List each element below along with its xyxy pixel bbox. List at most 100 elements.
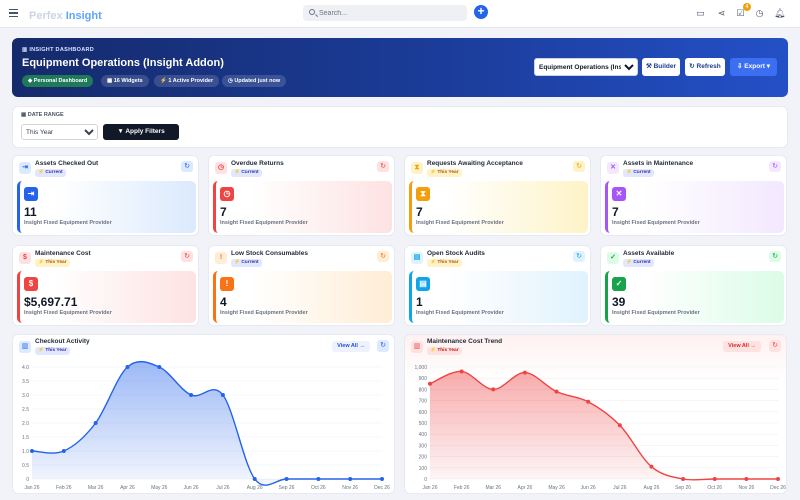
- y-tick-label: 3.0: [22, 393, 29, 399]
- tasks-icon[interactable]: ☑: [736, 8, 745, 18]
- data-point[interactable]: [348, 477, 353, 481]
- refresh-button[interactable]: ↻ Refresh: [685, 58, 725, 76]
- clock-icon[interactable]: ◷: [755, 8, 764, 18]
- refresh-icon[interactable]: ↻: [769, 340, 781, 352]
- kpi-card[interactable]: ◷ Overdue Returns ⚡ Current ↻ ◷ 7 Insigh…: [208, 155, 395, 236]
- apply-filters-button[interactable]: ▼ Apply Filters: [103, 124, 179, 140]
- refresh-icon[interactable]: ↻: [181, 161, 193, 172]
- data-point[interactable]: [681, 477, 686, 481]
- y-tick-label: 200: [419, 455, 428, 461]
- export-button[interactable]: ⇩ Export ▾: [730, 58, 777, 76]
- kpi-card[interactable]: ✕ Assets in Maintenance ⚡ Current ↻ ✕ 7 …: [600, 155, 787, 236]
- kpi-card[interactable]: ⧗ Requests Awaiting Acceptance ⚡ This Ye…: [404, 155, 591, 236]
- date-range-select[interactable]: This Year: [21, 124, 98, 140]
- refresh-icon[interactable]: ↻: [573, 161, 585, 172]
- data-point[interactable]: [284, 477, 289, 481]
- x-tick-label: Apr 26: [518, 485, 533, 491]
- chart-title: Checkout Activity: [35, 338, 90, 345]
- x-tick-label: Nov 26: [342, 485, 358, 491]
- x-tick-label: Aug 26: [644, 485, 660, 491]
- data-point[interactable]: [712, 477, 717, 481]
- kpi-tag: ⚡ Current: [623, 169, 654, 177]
- refresh-icon[interactable]: ↻: [769, 251, 781, 262]
- refresh-icon[interactable]: ↻: [573, 251, 585, 262]
- kpi-title: Maintenance Cost: [35, 250, 91, 257]
- kpi-tag: ⚡ This Year: [427, 169, 462, 177]
- data-point[interactable]: [157, 365, 162, 369]
- wrench-icon: ✕: [612, 187, 626, 201]
- refresh-icon[interactable]: ↻: [181, 251, 193, 262]
- data-point[interactable]: [554, 389, 559, 394]
- check-circle-icon: ✓: [612, 277, 626, 291]
- refresh-icon[interactable]: ↻: [377, 161, 389, 172]
- data-point[interactable]: [491, 387, 496, 392]
- warning-icon: !: [220, 277, 234, 291]
- series-area: [430, 371, 778, 480]
- data-point[interactable]: [93, 421, 98, 425]
- view-all-link[interactable]: View All →: [723, 341, 761, 352]
- chart-tag: ⚡ This Year: [427, 347, 462, 355]
- data-point[interactable]: [220, 393, 225, 397]
- add-new-button[interactable]: +: [474, 5, 488, 19]
- y-tick-label: 700: [419, 399, 428, 405]
- data-point[interactable]: [125, 365, 130, 369]
- refresh-icon[interactable]: ↻: [769, 161, 781, 172]
- refresh-icon[interactable]: ↻: [377, 251, 389, 262]
- data-point[interactable]: [428, 381, 432, 386]
- kpi-body: ! 4 Insight Fixed Equipment Provider: [213, 271, 392, 323]
- kpi-body: ⧗ 7 Insight Fixed Equipment Provider: [409, 181, 588, 233]
- hourglass-icon: ⧗: [411, 162, 423, 174]
- y-tick-label: 900: [419, 376, 428, 382]
- kpi-value: 7: [612, 205, 619, 219]
- kpi-provider: Insight Fixed Equipment Provider: [220, 310, 308, 316]
- y-tick-label: 1,000: [414, 365, 427, 371]
- refresh-icon[interactable]: ↻: [377, 340, 389, 352]
- data-point[interactable]: [459, 369, 464, 374]
- data-point[interactable]: [522, 370, 527, 375]
- kpi-card[interactable]: ✓ Assets Available ⚡ Current ↻ ✓ 39 Insi…: [600, 245, 787, 326]
- menu-icon[interactable]: [9, 9, 18, 17]
- brand-logo[interactable]: Perfex Insight: [29, 10, 102, 22]
- id-card-icon[interactable]: ▭: [696, 8, 705, 18]
- y-tick-label: 800: [419, 387, 428, 393]
- data-point[interactable]: [316, 477, 321, 481]
- data-point[interactable]: [30, 449, 34, 453]
- dashboard-select[interactable]: Equipment Operations (Insight Addon): [534, 58, 638, 76]
- x-tick-label: Oct 26: [707, 485, 722, 491]
- data-point[interactable]: [617, 423, 622, 428]
- data-point[interactable]: [776, 477, 780, 481]
- x-tick-label: Jul 26: [216, 485, 230, 491]
- top-bar: Perfex Insight + ▭ ⋖ ☑ 4 ◷ 🔔︎: [0, 0, 800, 28]
- data-point[interactable]: [744, 477, 749, 481]
- x-tick-label: Nov 26: [738, 485, 754, 491]
- data-point[interactable]: [380, 477, 384, 481]
- data-point[interactable]: [61, 449, 66, 453]
- search-box[interactable]: [303, 5, 467, 21]
- kpi-title: Requests Awaiting Acceptance: [427, 160, 523, 167]
- kpi-tag: ⚡ Current: [623, 259, 654, 267]
- date-range-label: ▦ DATE RANGE: [21, 112, 64, 118]
- search-input[interactable]: [319, 5, 464, 21]
- share-icon[interactable]: ⋖: [717, 8, 726, 18]
- kpi-value: 7: [416, 205, 423, 219]
- kpi-card[interactable]: ! Low Stock Consumables ⚡ Current ↻ ! 4 …: [208, 245, 395, 326]
- checkout-activity-chart: ▥ Checkout Activity ⚡ This Year View All…: [12, 334, 395, 494]
- x-tick-label: Sep 26: [279, 485, 295, 491]
- check-circle-icon: ✓: [607, 252, 619, 264]
- kpi-card[interactable]: ▤ Open Stock Audits ⚡ This Year ↻ ▤ 1 In…: [404, 245, 591, 326]
- bell-icon[interactable]: 🔔︎: [774, 8, 786, 18]
- x-tick-label: May 26: [151, 485, 168, 491]
- data-point[interactable]: [189, 393, 194, 397]
- y-tick-label: 3.5: [22, 379, 29, 385]
- kpi-body: ▤ 1 Insight Fixed Equipment Provider: [409, 271, 588, 323]
- money-icon: $: [19, 252, 31, 264]
- x-tick-label: Jan 26: [422, 485, 437, 491]
- data-point[interactable]: [586, 399, 591, 404]
- data-point[interactable]: [649, 464, 654, 469]
- kpi-card[interactable]: $ Maintenance Cost ⚡ This Year ↻ $ $5,69…: [12, 245, 199, 326]
- kpi-card[interactable]: ⇥ Assets Checked Out ⚡ Current ↻ ⇥ 11 In…: [12, 155, 199, 236]
- builder-button[interactable]: ⚒ Builder: [642, 58, 680, 76]
- view-all-link[interactable]: View All →: [332, 341, 370, 352]
- data-point[interactable]: [252, 477, 257, 481]
- clipboard-icon: ▤: [416, 277, 430, 291]
